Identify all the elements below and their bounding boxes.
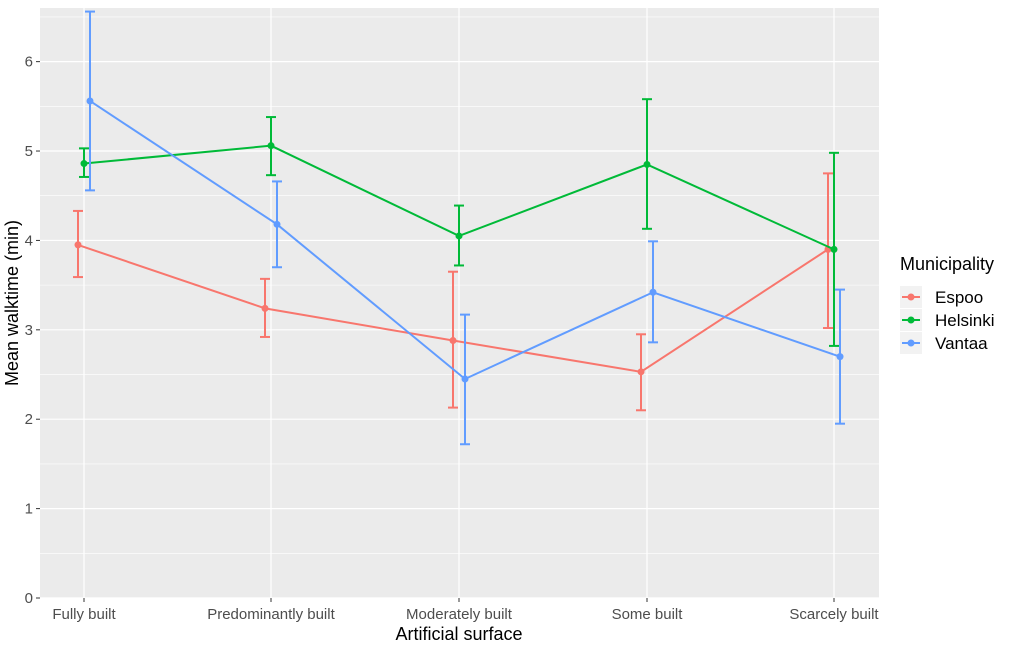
legend-item-espoo: Espoo xyxy=(900,286,983,308)
data-point xyxy=(267,142,275,150)
series-vantaa xyxy=(85,10,845,446)
legend-label: Helsinki xyxy=(935,311,995,330)
data-point xyxy=(643,160,651,168)
data-point xyxy=(74,241,82,249)
data-point xyxy=(830,245,838,253)
y-tick-label: 0 xyxy=(25,590,33,607)
x-tick-label: Scarcely built xyxy=(789,606,879,623)
data-point xyxy=(80,160,88,168)
y-axis-title: Mean walktime (min) xyxy=(2,220,22,386)
data-point xyxy=(86,97,94,105)
x-axis-title: Artificial surface xyxy=(395,624,522,644)
x-tick-label: Some built xyxy=(612,606,684,623)
x-tick-label: Predominantly built xyxy=(207,606,335,623)
legend-point xyxy=(907,316,915,324)
legend-point xyxy=(907,293,915,301)
x-axis: Fully built Predominantly built Moderately… xyxy=(52,598,879,623)
y-tick-label: 6 xyxy=(25,54,33,71)
data-point xyxy=(649,288,657,296)
y-tick-label: 5 xyxy=(25,143,33,160)
y-tick-label: 4 xyxy=(25,232,33,249)
series-layer xyxy=(73,10,845,446)
data-point xyxy=(836,353,844,361)
y-tick-label: 2 xyxy=(25,411,33,428)
x-tick-label: Fully built xyxy=(52,606,116,623)
legend-label: Vantaa xyxy=(935,334,988,353)
data-point xyxy=(461,375,469,383)
y-axis: 0 1 2 3 4 5 6 xyxy=(25,54,40,607)
legend: Municipality Espoo Helsinki Vantaa xyxy=(900,254,995,354)
legend-item-helsinki: Helsinki xyxy=(900,309,995,331)
data-point xyxy=(273,220,281,228)
legend-label: Espoo xyxy=(935,288,983,307)
data-point xyxy=(637,368,645,376)
data-point xyxy=(455,232,463,240)
data-point xyxy=(261,304,269,312)
grid xyxy=(40,8,879,599)
series-helsinki xyxy=(79,98,839,347)
legend-item-vantaa: Vantaa xyxy=(900,332,988,354)
y-tick-label: 3 xyxy=(25,322,33,339)
y-tick-label: 1 xyxy=(25,501,33,518)
x-tick-label: Moderately built xyxy=(406,606,513,623)
legend-items: Espoo Helsinki Vantaa xyxy=(900,286,995,354)
legend-point xyxy=(907,339,915,347)
series-espoo xyxy=(73,172,833,412)
data-point xyxy=(449,337,457,345)
legend-title: Municipality xyxy=(900,254,994,274)
